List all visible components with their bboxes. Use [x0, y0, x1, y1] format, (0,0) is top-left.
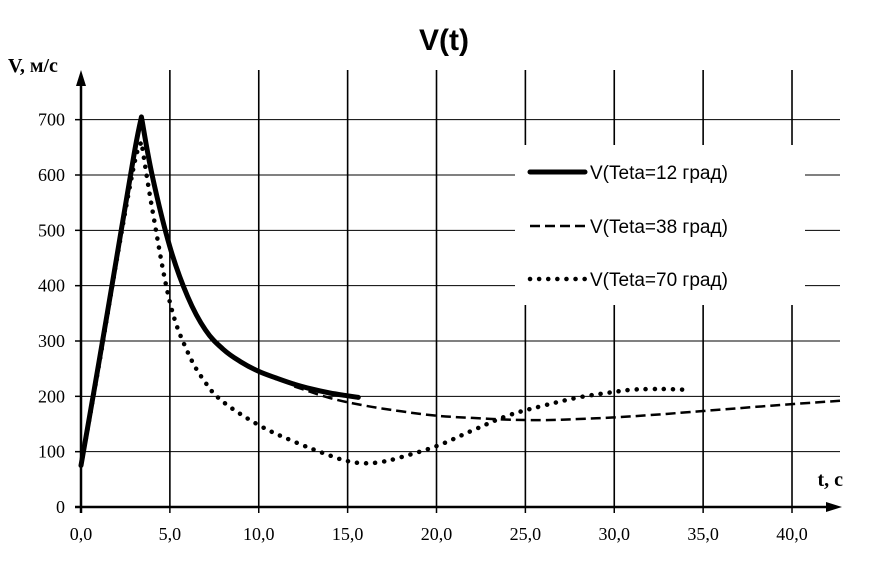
x-tick-label: 5,0	[159, 524, 182, 544]
x-tick-label: 40,0	[776, 524, 808, 544]
series-line-2	[293, 385, 841, 422]
y-tick-label: 100	[38, 442, 65, 462]
y-tick-label: 400	[38, 276, 65, 296]
x-tick-label: 0,0	[70, 524, 93, 544]
y-tick-label: 0	[56, 497, 65, 517]
x-tick-label: 35,0	[687, 524, 719, 544]
legend-label-2: V(Teta=38 град)	[590, 217, 728, 238]
x-tick-label: 30,0	[599, 524, 631, 544]
x-tick-label: 15,0	[332, 524, 364, 544]
legend-label-1: V(Teta=12 град)	[590, 163, 728, 184]
y-axis-title: V, м/с	[8, 55, 58, 77]
axes: 0 100 200 300 400 500 600 700 0,0 5,0 10,0 15,0 20,0…	[38, 70, 842, 544]
y-tick-label: 500	[38, 220, 65, 240]
x-tick-label: 10,0	[243, 524, 275, 544]
y-tick-label: 300	[38, 331, 65, 351]
x-tick-label: 25,0	[510, 524, 542, 544]
x-axis-title: t, с	[817, 469, 843, 491]
x-axis-arrow	[826, 502, 842, 512]
x-tick-label: 20,0	[421, 524, 453, 544]
chart-title: V(t)	[419, 24, 469, 57]
series-line-1	[78, 114, 361, 468]
y-axis-arrow	[76, 70, 86, 86]
y-tick-label: 700	[38, 110, 65, 130]
legend-label-3: V(Teta=70 град)	[590, 270, 728, 291]
series-line-3	[78, 139, 688, 468]
y-tick-label: 600	[38, 165, 65, 185]
y-tick-label: 200	[38, 386, 65, 406]
gridlines	[81, 70, 840, 507]
legend: V(Teta=12 град) V(Teta=38 град) V(Teta=70 …	[527, 163, 728, 291]
series-lines	[78, 114, 841, 468]
